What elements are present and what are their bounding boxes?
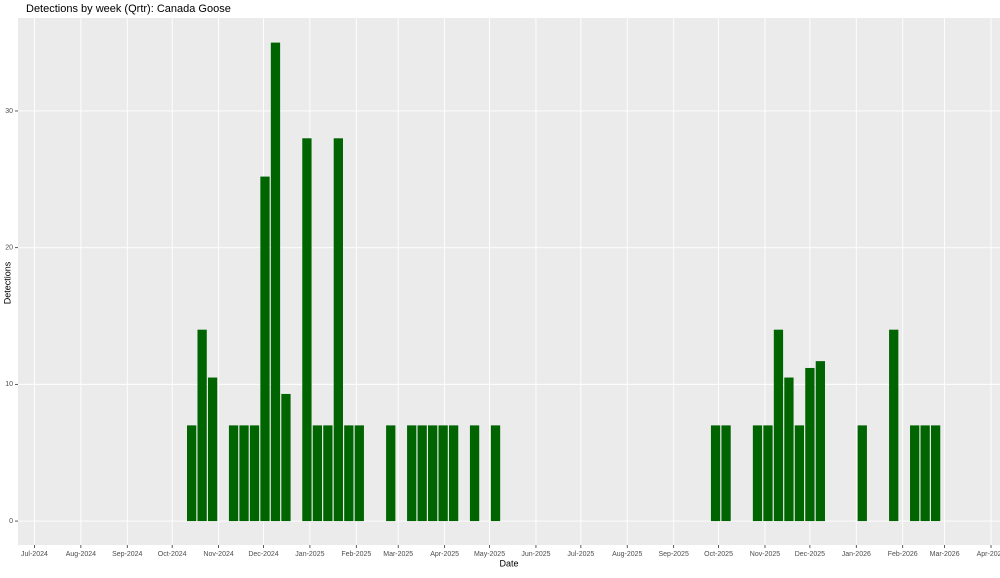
x-tick-label: Aug-2025 [612, 551, 642, 558]
bar [438, 425, 448, 522]
x-tick-label: Apr-2026 [977, 551, 1000, 558]
chart-title: Detections by week (Qrtr): Canada Goose [26, 3, 231, 15]
bar [187, 425, 197, 522]
bar [752, 425, 763, 522]
bar [270, 42, 281, 522]
bar [281, 393, 291, 522]
bar [857, 425, 867, 522]
bar [239, 425, 249, 522]
bar [448, 425, 459, 522]
bar [302, 138, 312, 522]
bar [228, 425, 239, 522]
x-tick-label: Nov-2025 [750, 551, 780, 558]
bar [207, 377, 218, 522]
x-tick-label: Sep-2024 [112, 551, 142, 558]
bar [920, 425, 930, 522]
x-axis-label: Date [499, 558, 518, 568]
bar [773, 329, 784, 522]
bar [794, 425, 805, 522]
y-tick-label: 0 [9, 518, 13, 525]
y-tick-label: 20 [5, 245, 13, 252]
y-tick-label: 10 [5, 381, 13, 388]
bar [910, 425, 920, 522]
panel [18, 18, 1000, 545]
x-tick-label: Mar-2026 [930, 551, 960, 558]
bar [260, 176, 270, 522]
bar [710, 425, 721, 522]
bar [930, 425, 941, 522]
bar [312, 425, 323, 522]
bar [333, 138, 343, 522]
bar [428, 425, 438, 522]
bar [805, 367, 815, 522]
bar [344, 425, 354, 522]
bar [323, 425, 333, 522]
x-tick-label: Feb-2026 [888, 551, 918, 558]
bar [490, 425, 501, 522]
x-tick-label: Aug-2024 [66, 551, 96, 558]
bar [763, 425, 773, 522]
x-tick-label: Jul-2024 [21, 551, 48, 558]
bar [407, 425, 417, 522]
x-tick-label: Dec-2025 [795, 551, 825, 558]
x-tick-label: Oct-2025 [704, 551, 733, 558]
bar [354, 425, 364, 522]
bar [386, 425, 396, 522]
bar [889, 329, 899, 522]
bar [469, 425, 480, 522]
y-tick-label: 30 [5, 108, 13, 115]
x-tick-label: Jan-2025 [295, 551, 324, 558]
x-tick-label: Mar-2025 [383, 551, 413, 558]
x-tick-label: Feb-2025 [341, 551, 371, 558]
y-axis-label: Detections [2, 261, 12, 304]
x-tick-label: Oct-2024 [158, 551, 187, 558]
bar [197, 329, 207, 522]
x-tick-label: Jan-2026 [842, 551, 871, 558]
bar [249, 425, 260, 522]
x-tick-label: Jun-2025 [521, 551, 550, 558]
bar [721, 425, 731, 522]
bar [417, 425, 427, 522]
x-tick-label: May-2025 [474, 551, 505, 558]
x-tick-label: Sep-2025 [658, 551, 688, 558]
bar [784, 377, 794, 522]
x-tick-label: Nov-2024 [203, 551, 233, 558]
x-tick-label: Jul-2025 [567, 551, 594, 558]
x-tick-label: Apr-2025 [430, 551, 459, 558]
bar [815, 361, 826, 522]
x-tick-label: Dec-2024 [248, 551, 278, 558]
